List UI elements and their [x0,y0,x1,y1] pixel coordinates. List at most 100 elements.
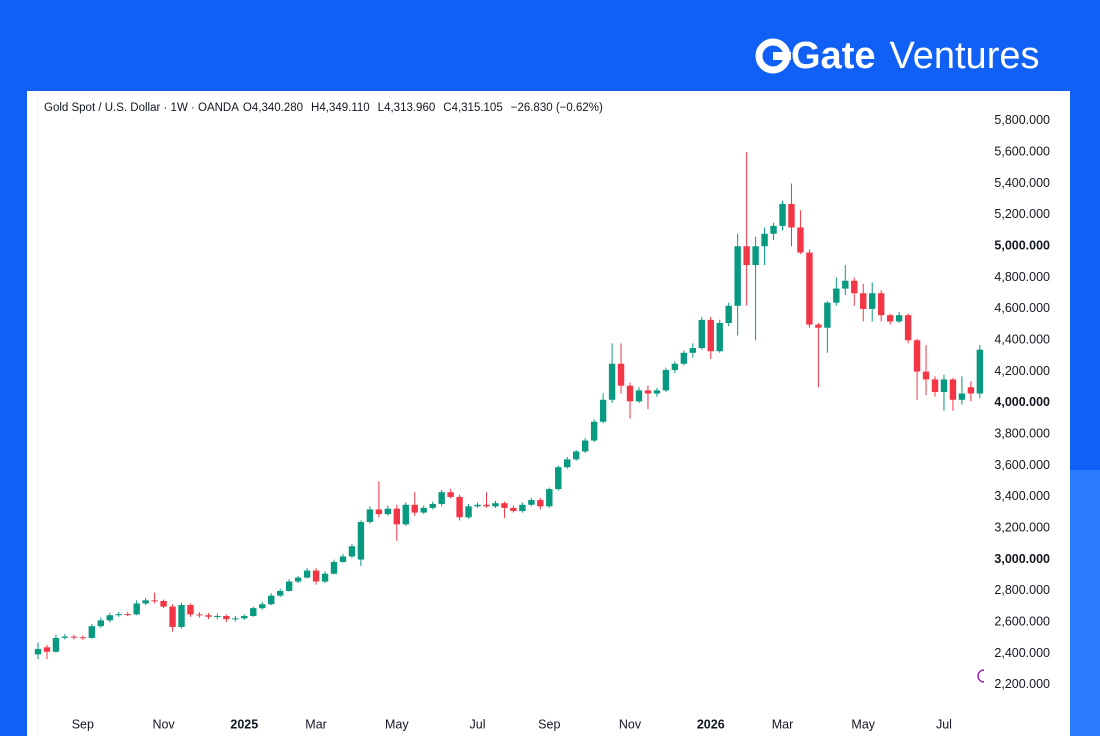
y-tick-label: 4,800.000 [994,270,1050,284]
candle-body [653,390,661,394]
candle-body [402,504,409,525]
y-tick-label: 2,600.000 [994,615,1050,629]
quote-value: 4,349.110 [319,102,369,114]
candle-body [115,614,122,616]
candle-body [689,348,697,353]
chart-header: Gold Spot / U.S. Dollar · 1W · OANDA O 4,3… [44,102,603,114]
candle-body [922,371,930,380]
candle-body [707,319,714,352]
candle-body [339,556,347,562]
candle-body [142,600,149,604]
x-tick-label: Mar [772,717,794,731]
candle-body [447,492,454,497]
candle-body [88,626,96,638]
y-tick-label: 5,600.000 [994,145,1050,159]
candle-body [52,637,60,652]
candle-body [662,370,670,391]
candle-body [940,379,948,392]
candle-body [806,252,813,325]
candle-body [250,608,257,616]
candle-body [151,600,158,602]
candle-body [106,615,113,621]
candle-body [223,615,230,620]
candle-body [321,573,329,582]
candle-body [420,507,427,513]
candle-body [43,647,51,652]
candle-body [860,293,867,309]
quote-value: 4,315.105 [452,102,503,114]
candle-body [851,280,858,294]
candle-body [958,393,966,400]
logo: Gate Ventures [755,35,1039,77]
y-tick-label: 2,200.000 [994,677,1050,691]
candle-body [519,504,526,512]
candle-body [976,349,984,394]
y-tick-label: 3,400.000 [994,489,1050,503]
candle-body [232,618,239,620]
candle-body [268,595,275,605]
candle-body [716,323,723,352]
candle-body [510,507,517,512]
logo-icon-bar [773,52,791,60]
x-tick-label: May [851,717,875,731]
x-tick-label: Jul [936,717,952,731]
candle-body [178,605,185,627]
candle-body [124,614,131,616]
candle-body [949,379,957,400]
y-tick-label: 5,400.000 [994,176,1050,190]
quote-key: H [311,102,319,114]
candle-body [187,605,194,615]
candle-body [501,503,508,508]
y-tick-label: 4,200.000 [994,364,1050,378]
candle-body [725,305,732,324]
candle-body [761,233,768,247]
candle-body [833,288,840,303]
x-tick-label: 2026 [697,717,725,731]
candle-body [330,561,338,574]
chart-title: Gold Spot / U.S. Dollar · 1W · OANDA [44,102,239,114]
candle-body [698,319,705,349]
candle-body [573,451,580,460]
candle-body [366,509,374,522]
candle-body [411,504,418,513]
candle-body [456,496,463,518]
candle-body [797,227,804,253]
y-tick-label: 3,600.000 [994,458,1050,472]
candle-body [528,500,535,505]
x-tick-label: Nov [619,717,642,731]
candle-body [743,246,750,266]
y-tick-label: 4,400.000 [994,333,1050,347]
candle-body [617,363,625,386]
candle-body [348,546,356,557]
candle-body [303,570,311,578]
quote-key: C [443,102,451,114]
candle-body [824,302,831,328]
background-accent [1070,470,1100,736]
candle-body [375,509,383,515]
candle-body [599,399,607,422]
candle-body [869,293,876,309]
x-tick-label: Nov [152,717,175,731]
candle-body [752,246,759,266]
x-tick-label: Jul [470,717,486,731]
candle-body [34,648,42,655]
candle-body [492,503,499,507]
candle-body [788,203,795,228]
candle-body [644,390,652,394]
candle-body [393,508,400,525]
y-tick-label: 2,800.000 [994,583,1050,597]
candle-body [97,620,104,627]
quote-key: L [378,102,385,114]
y-tick-label: 5,000.000 [994,239,1050,253]
candle-body [904,315,912,341]
y-tick-label: 3,800.000 [994,427,1050,441]
candle-body [967,387,975,394]
candle-body [474,504,481,507]
candle-body [214,615,221,617]
candle-body [465,506,472,518]
chart-panel [27,91,1070,736]
y-tick-label: 4,000.000 [994,395,1050,409]
candle-body [770,225,777,234]
